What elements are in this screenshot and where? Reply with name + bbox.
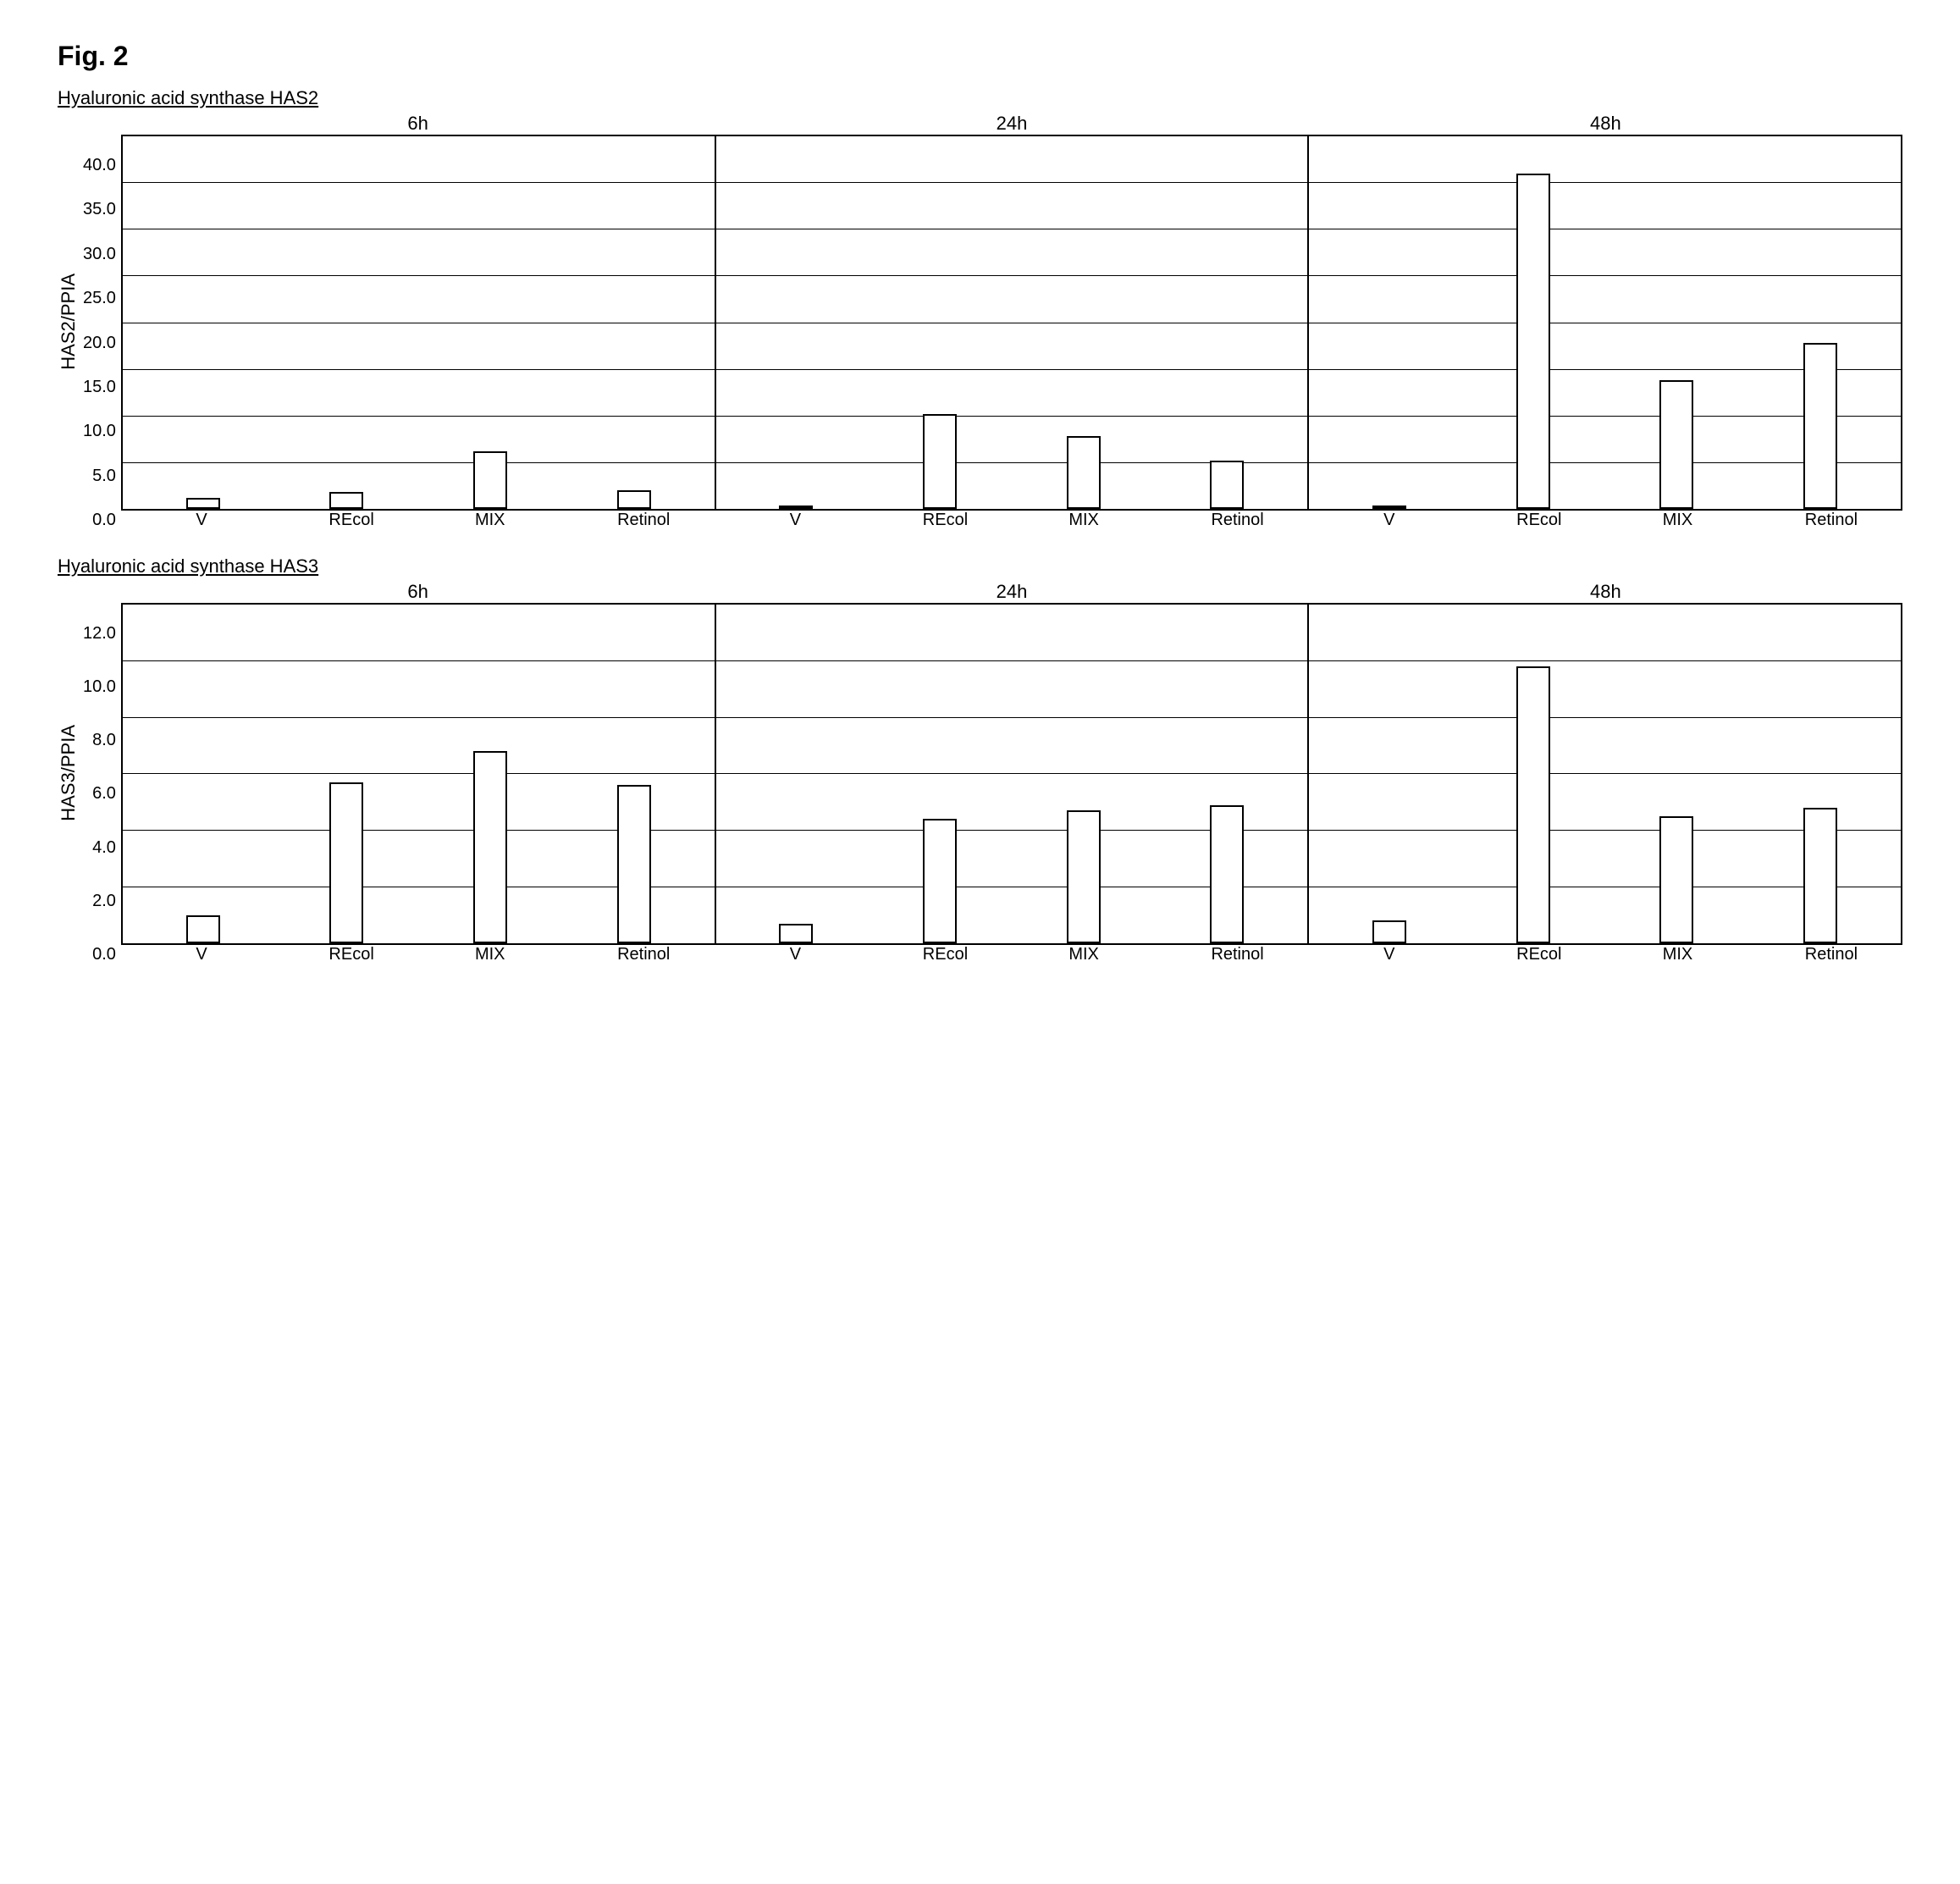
x-tick-label: V [185,945,218,964]
bar [1067,810,1101,943]
bar [1067,436,1101,509]
bar [779,506,813,509]
y-tick-label: 12.0 [83,624,116,644]
y-tick-label: 5.0 [92,467,116,486]
bar [186,498,220,509]
x-tick-label: REcol [923,511,957,530]
plot-area [121,603,1902,945]
panel-header: 6h [121,113,715,135]
chart-title-has3: Hyaluronic acid synthase HAS3 [58,555,1902,577]
bar [1516,174,1550,509]
x-tick-label: Retinol [1211,511,1245,530]
panel-headers: 6h24h48h [121,581,1902,603]
figure-label: Fig. 2 [58,41,1902,72]
x-tick-label: V [778,511,812,530]
bar [617,785,651,943]
x-label-group: V REcol MIX Retinol [1309,511,1902,530]
x-tick-label: MIX [473,945,507,964]
bar [329,492,363,509]
y-tick-label: 4.0 [92,838,116,858]
bar [1516,666,1550,943]
bar [1210,805,1244,943]
panel-header: 24h [715,113,1308,135]
x-tick-label: MIX [1067,511,1101,530]
y-tick-label: 2.0 [92,892,116,911]
x-tick-label: V [185,511,218,530]
bar [473,751,507,943]
chart-title-has2: Hyaluronic acid synthase HAS2 [58,87,1902,109]
chart-panel [715,605,1308,943]
bar [923,819,957,943]
bar [1210,461,1244,509]
x-tick-label: MIX [1660,511,1694,530]
x-label-group: V REcol MIX Retinol [121,945,715,964]
x-tick-label: REcol [329,511,362,530]
y-ticks: 40.0 35.0 30.0 25.0 20.0 15.0 10.0 5.0 0.0 [83,156,121,530]
x-labels: V REcol MIX Retinol V REcol MIX Retinol V REcol MI… [121,511,1902,530]
chart-has2: HAS2/PPIA 40.0 35.0 30.0 25.0 20.0 15.0 10.0 5.… [58,113,1902,530]
chart-panel [123,136,715,509]
bar [617,490,651,509]
x-tick-label: Retinol [1805,511,1839,530]
y-tick-label: 40.0 [83,156,116,175]
panel-headers: 6h24h48h [121,113,1902,135]
x-tick-label: REcol [329,945,362,964]
x-tick-label: V [778,945,812,964]
bar [923,414,957,509]
x-label-group: V REcol MIX Retinol [1309,945,1902,964]
x-tick-label: REcol [1516,945,1550,964]
y-tick-label: 0.0 [92,511,116,530]
x-label-group: V REcol MIX Retinol [715,945,1308,964]
chart-has3: HAS3/PPIA 12.0 10.0 8.0 6.0 4.0 2.0 0.0 6h24h4… [58,581,1902,964]
x-tick-label: Retinol [1805,945,1839,964]
x-label-group: V REcol MIX Retinol [715,511,1308,530]
y-tick-label: 6.0 [92,784,116,804]
x-tick-label: V [1372,945,1406,964]
bar [1803,343,1837,509]
x-labels: V REcol MIX Retinol V REcol MIX Retinol V REcol MI… [121,945,1902,964]
y-tick-label: 0.0 [92,945,116,964]
y-tick-label: 35.0 [83,200,116,219]
x-tick-label: Retinol [617,511,651,530]
x-label-group: V REcol MIX Retinol [121,511,715,530]
x-tick-label: MIX [1660,945,1694,964]
y-tick-label: 25.0 [83,289,116,308]
y-tick-label: 10.0 [83,422,116,441]
x-tick-label: MIX [1067,945,1101,964]
chart-panel [1307,136,1901,509]
y-tick-label: 10.0 [83,677,116,697]
panel-header: 6h [121,581,715,603]
y-axis-label: HAS2/PPIA [58,273,80,370]
bar [1659,380,1693,509]
bar [1372,920,1406,943]
panel-header: 48h [1309,113,1902,135]
bar [1372,506,1406,509]
x-tick-label: REcol [1516,511,1550,530]
x-tick-label: REcol [923,945,957,964]
bar [473,451,507,509]
bar [186,915,220,943]
x-tick-label: V [1372,511,1406,530]
chart-panel [715,136,1308,509]
y-tick-label: 30.0 [83,245,116,264]
panel-header: 24h [715,581,1308,603]
bar [779,924,813,943]
bar [329,782,363,943]
panel-header: 48h [1309,581,1902,603]
y-ticks: 12.0 10.0 8.0 6.0 4.0 2.0 0.0 [83,624,121,964]
x-tick-label: Retinol [617,945,651,964]
y-tick-label: 15.0 [83,378,116,397]
chart-panel [123,605,715,943]
y-tick-label: 20.0 [83,334,116,353]
x-tick-label: MIX [473,511,507,530]
x-tick-label: Retinol [1211,945,1245,964]
bar [1803,808,1837,943]
bar [1659,816,1693,943]
y-tick-label: 8.0 [92,731,116,750]
plot-area [121,135,1902,511]
y-axis-label: HAS3/PPIA [58,725,80,821]
chart-panel [1307,605,1901,943]
